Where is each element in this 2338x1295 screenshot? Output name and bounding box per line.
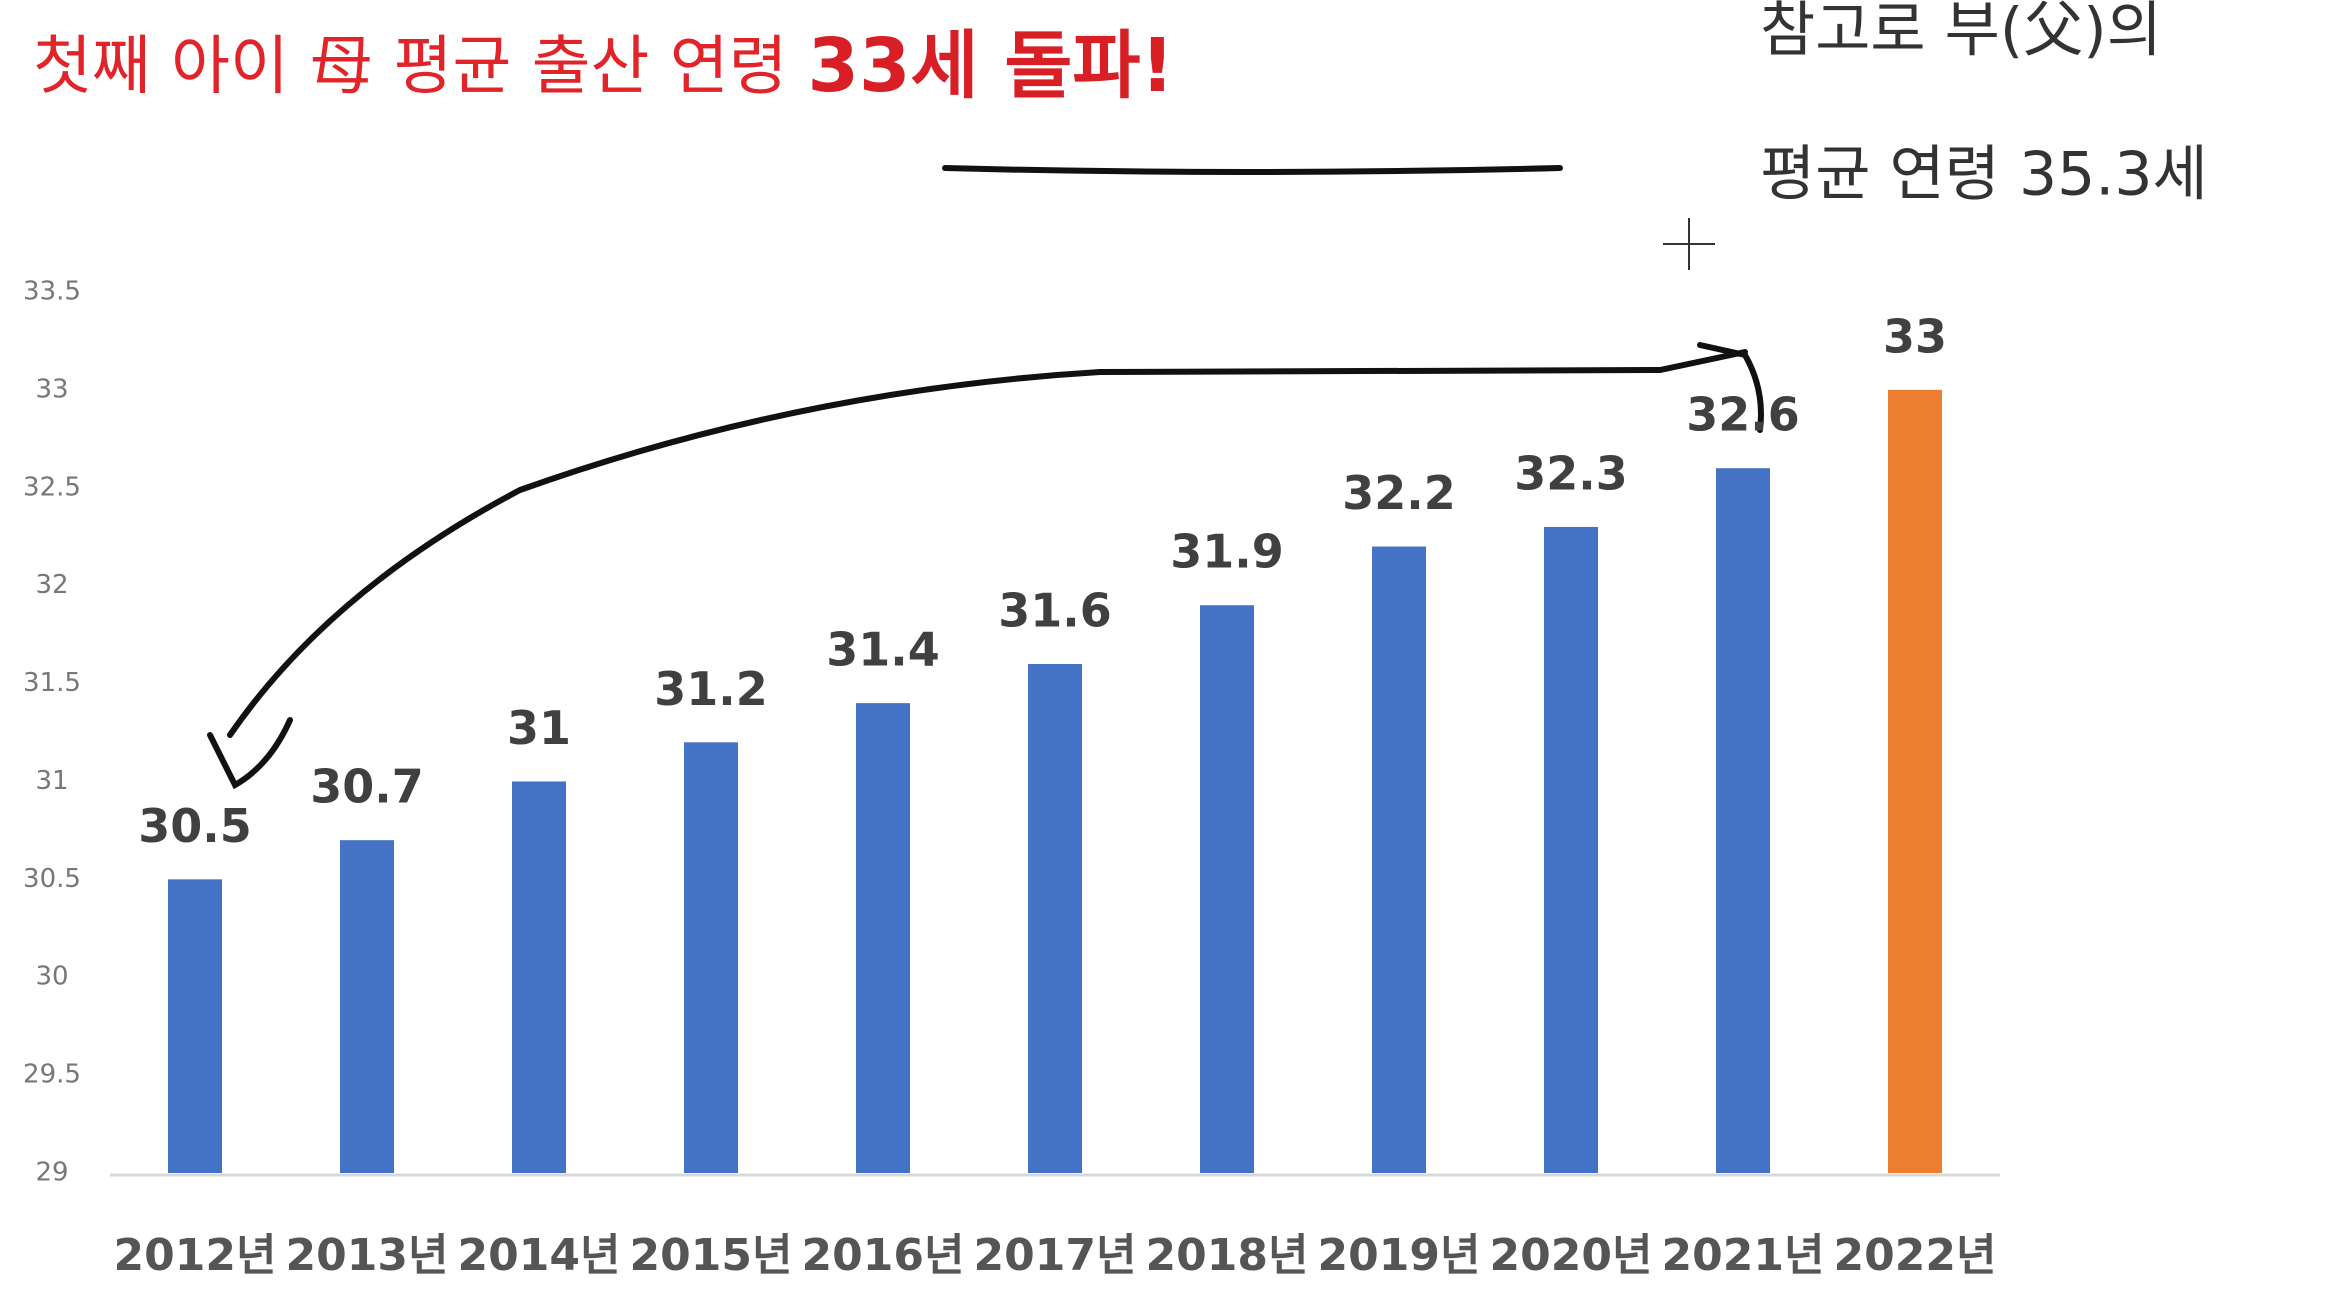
bar bbox=[684, 742, 738, 1173]
y-tick-label: 32 bbox=[35, 570, 68, 600]
value-label: 31.9 bbox=[1170, 525, 1284, 579]
y-tick-label: 31.5 bbox=[23, 668, 81, 698]
x-tick-label: 2013년 bbox=[286, 1230, 449, 1281]
value-label: 30.5 bbox=[138, 799, 252, 853]
underline-stroke bbox=[942, 165, 1563, 175]
title-text: 첫째 아이 母 평균 출산 연령 bbox=[33, 30, 788, 104]
value-label: 30.7 bbox=[310, 760, 424, 814]
y-tick-label: 30 bbox=[35, 962, 68, 992]
annotation: 참고로 부(父)의 bbox=[1760, 0, 2162, 66]
y-tick-label: 29 bbox=[35, 1158, 68, 1188]
annotation: 평균 연령 35.3세 bbox=[1760, 140, 2208, 210]
x-tick-label: 2020년 bbox=[1490, 1230, 1653, 1281]
bar bbox=[1028, 663, 1082, 1173]
x-tick-label: 2018년 bbox=[1146, 1230, 1309, 1281]
bar bbox=[340, 840, 394, 1173]
value-label: 31.6 bbox=[998, 583, 1112, 637]
y-tick-label: 33 bbox=[35, 374, 68, 404]
value-label: 32.2 bbox=[1342, 466, 1456, 520]
value-label: 33 bbox=[1883, 309, 1947, 363]
checkmark-stroke bbox=[207, 717, 293, 790]
y-tick-label: 31 bbox=[35, 766, 68, 796]
x-tick-label: 2012년 bbox=[114, 1230, 277, 1281]
value-label: 31 bbox=[507, 701, 571, 755]
arrow-stroke bbox=[227, 342, 1764, 738]
x-tick-label: 2019년 bbox=[1318, 1230, 1481, 1281]
bar bbox=[168, 879, 222, 1173]
x-tick-label: 2021년 bbox=[1662, 1230, 1825, 1281]
x-tick-label: 2022년 bbox=[1834, 1230, 1997, 1281]
x-tick-label: 2014년 bbox=[458, 1230, 621, 1281]
value-label: 31.2 bbox=[654, 662, 768, 716]
y-tick-label: 32.5 bbox=[23, 472, 81, 502]
x-tick-label: 2015년 bbox=[630, 1230, 793, 1281]
bar bbox=[1544, 526, 1598, 1173]
y-tick-label: 30.5 bbox=[23, 864, 81, 894]
y-tick-label: 33.5 bbox=[23, 277, 81, 307]
bar bbox=[1716, 468, 1770, 1173]
bar bbox=[1372, 546, 1426, 1173]
chart-title: 첫째 아이 母 평균 출산 연령 33세 돌파! bbox=[33, 23, 1174, 109]
value-label: 32.6 bbox=[1686, 388, 1800, 442]
x-tick-label: 2017년 bbox=[974, 1230, 1137, 1281]
bar bbox=[1888, 389, 1942, 1173]
x-tick-label: 2016년 bbox=[802, 1230, 965, 1281]
bar bbox=[512, 781, 566, 1173]
y-tick-label: 29.5 bbox=[23, 1060, 81, 1090]
bar bbox=[856, 703, 910, 1173]
cursor bbox=[1663, 218, 1715, 270]
value-label: 32.3 bbox=[1514, 446, 1628, 500]
title-emphasis: 33세 돌파! bbox=[808, 23, 1175, 109]
bar bbox=[1200, 605, 1254, 1173]
value-label: 31.4 bbox=[826, 623, 940, 677]
